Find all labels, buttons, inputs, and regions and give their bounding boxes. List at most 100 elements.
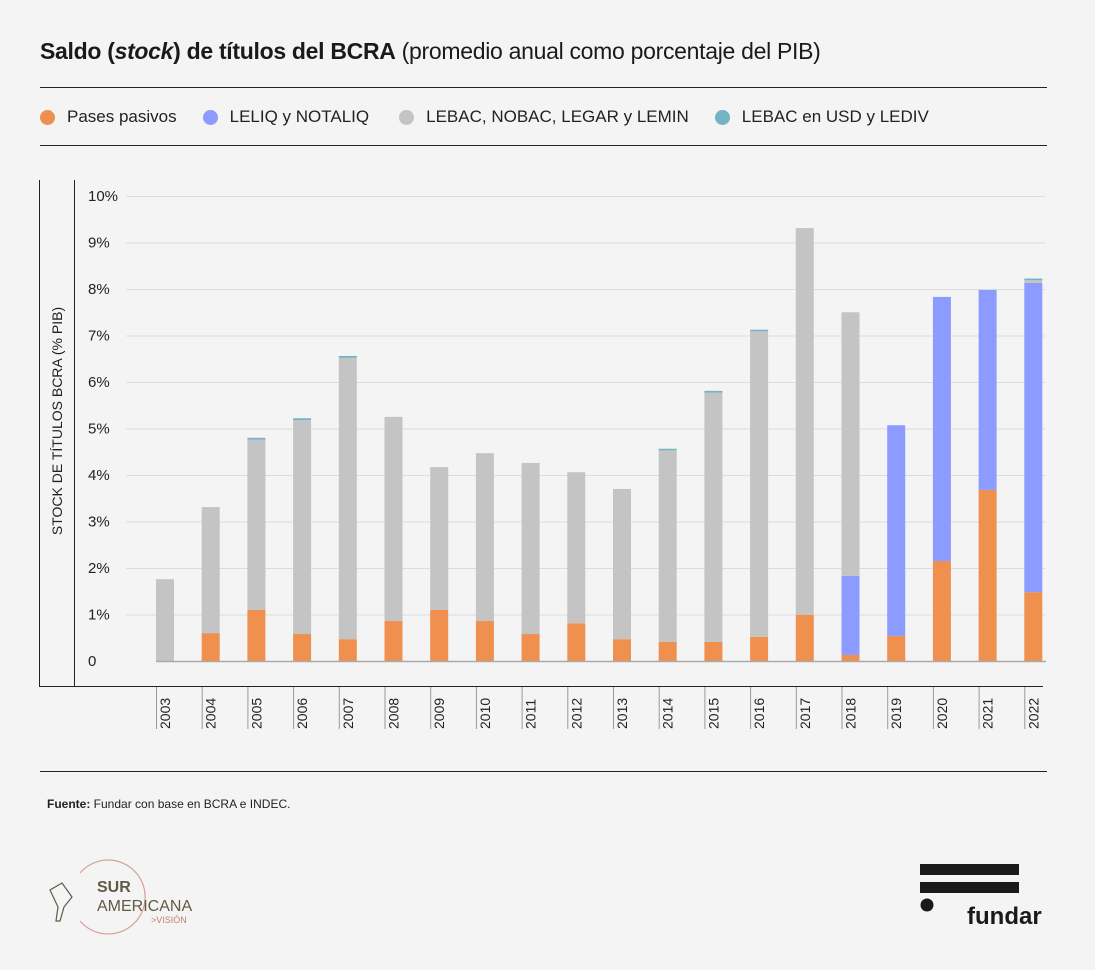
source-text: Fundar con base en BCRA e INDEC. [90,797,291,811]
legend-item-lebac: LEBAC, NOBAC, LEGAR y LEMIN [399,107,689,127]
bar-segment [704,392,723,642]
bar-segment [567,623,586,661]
x-tick-label: 2010 [477,698,493,729]
legend-label: Pases pasivos [67,107,177,126]
bar-segment [521,462,540,635]
title-subtitle: (promedio anual como porcentaje del PIB) [395,38,821,64]
y-tick-label: 6% [88,374,110,391]
legend-item-lebac-usd: LEBAC en USD y LEDIV [714,107,929,127]
x-tick-label: 2019 [888,698,904,729]
x-tick-label: 2022 [1025,698,1041,729]
bar-segment [887,425,906,636]
bar-segment [978,489,997,661]
legend-label: LELIQ y NOTALIQ [229,107,370,126]
bar-segment [932,296,951,562]
bar-segment [384,416,403,622]
x-tick-label: 2018 [843,698,859,729]
logo-fundar-text: fundar [967,903,1042,930]
y-axis-title: STOCK DE TÍTULOS BCRA (% PIB) [49,307,65,535]
x-tick-label: 2005 [248,698,264,729]
bar-segment [1024,282,1043,593]
x-tick-label: 2017 [797,698,813,729]
divider-bottom [40,771,1047,772]
fundar-logo: fundar [920,864,1042,930]
logo-bar-2 [920,882,1019,893]
y-tick-label: 0 [88,653,96,670]
bar-segment [841,312,860,576]
bar-segment [293,418,312,421]
x-tick-label: 2012 [568,698,584,729]
y-tick-label: 10% [88,188,118,205]
logo-sur-text: SUR [97,879,131,896]
bar-segment [475,453,494,622]
chart-title: Saldo (stock) de títulos del BCRA (prome… [40,38,821,65]
bar-segment [658,641,677,661]
y-tick-label: 2% [88,560,110,577]
bar-segment [156,579,174,661]
y-tick-label: 1% [88,607,110,624]
legend-swatch [714,109,730,125]
bar-segment [795,614,814,661]
bar-segment [704,641,723,661]
legend-item-pases: Pases pasivos [40,107,177,127]
x-tick-label: 2003 [157,698,173,729]
title-italic: stock [114,38,174,64]
bar-segment [567,472,586,624]
bar-segment [750,331,769,637]
bar-segment [293,420,312,635]
bar-segment [887,635,906,661]
title-bold-1: Saldo ( [40,38,115,64]
legend-swatch [40,109,55,125]
bar-segment [201,633,220,661]
y-tick-label: 3% [88,514,110,531]
x-tick-label: 2007 [340,698,356,729]
bar-segment [247,439,266,610]
bar-segment [293,634,312,661]
legend: Pases pasivos LELIQ y NOTALIQ LEBAC, NOB… [40,105,955,129]
logo-dot [920,898,934,912]
legend-swatch [399,109,415,125]
x-tick-label: 2016 [751,698,767,729]
bar-segment [338,639,357,661]
bar-segment [201,507,220,634]
bar-segment [704,390,723,393]
title-bold-2: ) de títulos del BCRA [173,38,396,64]
bar-segment [978,289,997,490]
bar-segment [841,575,860,655]
y-tick-label: 7% [88,328,110,345]
bar-segment [1024,280,1043,283]
x-tick-label: 2020 [934,698,950,729]
bar-segment [750,329,769,332]
y-tick-label: 4% [88,467,110,484]
x-tick-label: 2014 [660,698,676,729]
legend-swatch [202,109,218,125]
bar-segment [932,561,951,661]
bar-segment [338,355,357,358]
bar-segment [430,609,449,661]
x-tick-label: 2006 [294,698,310,729]
bar-segment [750,636,769,661]
bar-segment [658,448,677,451]
divider-legend [40,145,1047,146]
x-tick-label: 2011 [523,699,539,729]
bar-chart: STOCK DE TÍTULOS BCRA (% PIB) 0 1% 2% 3% 4% 5… [39,180,1046,729]
bar-segment [613,488,631,640]
bar-segment [521,634,540,661]
logo-arc [79,859,146,935]
logo-americana-text: AMERICANA [97,898,192,915]
x-tick-label: 2004 [203,698,219,729]
bar-segment [430,467,449,610]
x-tick-label: 2013 [614,698,630,729]
bar-segment [1024,278,1043,281]
y-tick-label: 5% [88,421,110,438]
legend-item-leliq: LELIQ y NOTALIQ [202,107,370,127]
x-tick-label: 2015 [705,698,721,729]
bar-segment [384,621,403,661]
source-note: Fuente: Fundar con base en BCRA e INDEC. [47,797,290,811]
x-tick-label: 2008 [386,698,402,729]
y-tick-label: 8% [88,281,110,298]
source-label: Fuente: [47,797,91,811]
legend-label: LEBAC, NOBAC, LEGAR y LEMIN [426,107,689,126]
logo-bar-1 [920,864,1019,875]
bar-segment [795,228,814,615]
